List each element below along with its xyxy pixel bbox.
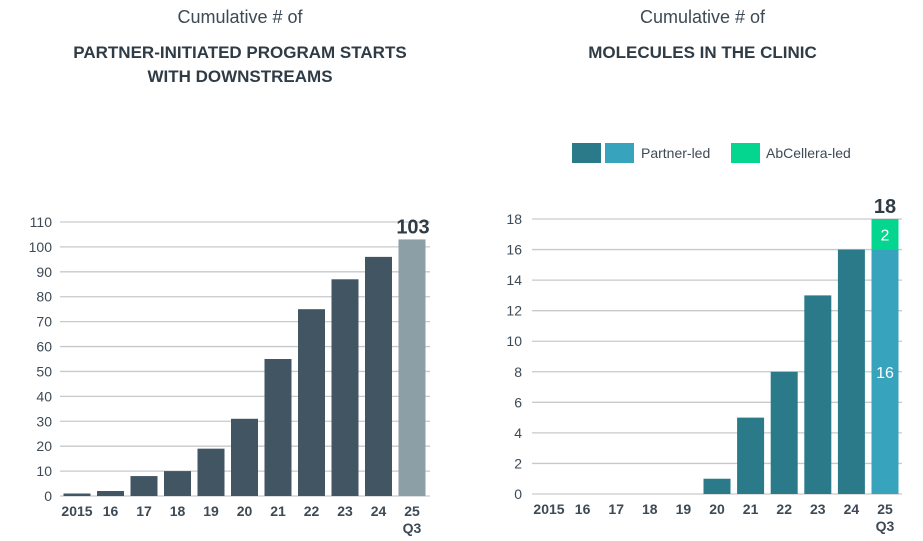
bar — [197, 448, 225, 496]
bar — [97, 491, 124, 496]
x-tick-label: 20 — [709, 501, 725, 517]
x-tick-label: 17 — [608, 501, 624, 517]
y-tick-label: 80 — [36, 289, 52, 305]
x-tick-label: 20 — [237, 503, 253, 519]
y-tick-label: 60 — [36, 339, 52, 355]
segment-label: 16 — [876, 365, 894, 382]
y-tick-label: 12 — [506, 303, 522, 319]
bar — [331, 279, 359, 496]
y-tick-label: 16 — [506, 242, 522, 258]
left-chart-subtitle: Cumulative # of — [177, 7, 303, 27]
x-tick-label: 19 — [203, 503, 219, 519]
y-tick-label: 110 — [30, 214, 53, 230]
x-tick-label: 24 — [844, 501, 860, 517]
x-tick-label: 18 — [642, 501, 658, 517]
x-tick-label: 21 — [743, 501, 759, 517]
bar-segment-partner — [837, 249, 865, 494]
legend-label-abcellera: AbCellera-led — [766, 145, 851, 161]
x-tick-label: 2015 — [533, 501, 564, 517]
y-tick-label: 6 — [514, 394, 522, 410]
bar — [231, 418, 258, 496]
bar-segment-partner — [804, 295, 832, 494]
right-chart-title: MOLECULES IN THE CLINIC — [588, 43, 817, 62]
bar — [130, 476, 158, 496]
y-tick-label: 0 — [514, 486, 522, 502]
y-tick-label: 100 — [29, 239, 53, 255]
legend-swatch-partner-light — [605, 143, 634, 163]
right-chart-subtitle: Cumulative # of — [639, 7, 766, 27]
bar — [164, 471, 191, 496]
y-tick-label: 20 — [36, 438, 52, 454]
left-chart-title-line-1: PARTNER-INITIATED PROGRAM STARTS — [73, 43, 407, 62]
x-tick-label: 23 — [810, 501, 826, 517]
x-tick-label: 22 — [776, 501, 792, 517]
bar — [264, 359, 292, 496]
y-tick-label: 0 — [44, 488, 52, 504]
x-tick-sublabel: Q3 — [403, 520, 422, 536]
x-tick-label: 17 — [136, 503, 152, 519]
y-tick-label: 70 — [36, 314, 52, 330]
bar-segment-partner — [770, 371, 798, 494]
segment-label: 2 — [881, 227, 890, 244]
bar-segment-abcellera — [871, 219, 899, 250]
total-label: 18 — [874, 196, 896, 218]
y-tick-label: 4 — [514, 425, 522, 441]
bar — [398, 239, 426, 496]
x-tick-label: 25 — [404, 503, 420, 519]
x-tick-label: 21 — [270, 503, 286, 519]
legend-label-partner: Partner-led — [641, 145, 711, 161]
x-tick-label: 25 — [877, 501, 893, 517]
x-tick-sublabel: Q3 — [876, 518, 895, 534]
legend-swatch-partner-dark — [572, 143, 601, 163]
y-tick-label: 2 — [514, 455, 522, 471]
x-tick-label: 22 — [304, 503, 320, 519]
left-chart-title: PARTNER-INITIATED PROGRAM STARTS WITH DO… — [30, 41, 450, 89]
x-tick-label: 16 — [103, 503, 119, 519]
y-tick-label: 10 — [36, 463, 52, 479]
x-tick-label: 2015 — [61, 503, 92, 519]
y-tick-label: 90 — [36, 264, 52, 280]
y-tick-label: 14 — [506, 272, 522, 288]
x-tick-label: 18 — [170, 503, 186, 519]
bar — [298, 309, 325, 496]
y-tick-label: 30 — [36, 413, 52, 429]
bar-segment-partner — [703, 478, 731, 494]
legend-swatch-abcellera — [731, 143, 760, 163]
x-tick-label: 19 — [676, 501, 692, 517]
y-tick-label: 18 — [506, 211, 522, 227]
y-tick-label: 8 — [514, 364, 522, 380]
bar-segment-partner — [737, 417, 765, 494]
total-label: 103 — [396, 216, 429, 238]
bar-segment-partner — [871, 249, 899, 494]
bar — [365, 256, 392, 496]
x-tick-label: 24 — [371, 503, 387, 519]
y-tick-label: 50 — [36, 363, 52, 379]
y-tick-label: 40 — [36, 388, 52, 404]
bar — [63, 493, 91, 496]
left-chart-title-line-2: WITH DOWNSTREAMS — [147, 67, 333, 86]
x-tick-label: 16 — [575, 501, 591, 517]
x-tick-label: 23 — [337, 503, 353, 519]
y-tick-label: 10 — [506, 333, 522, 349]
